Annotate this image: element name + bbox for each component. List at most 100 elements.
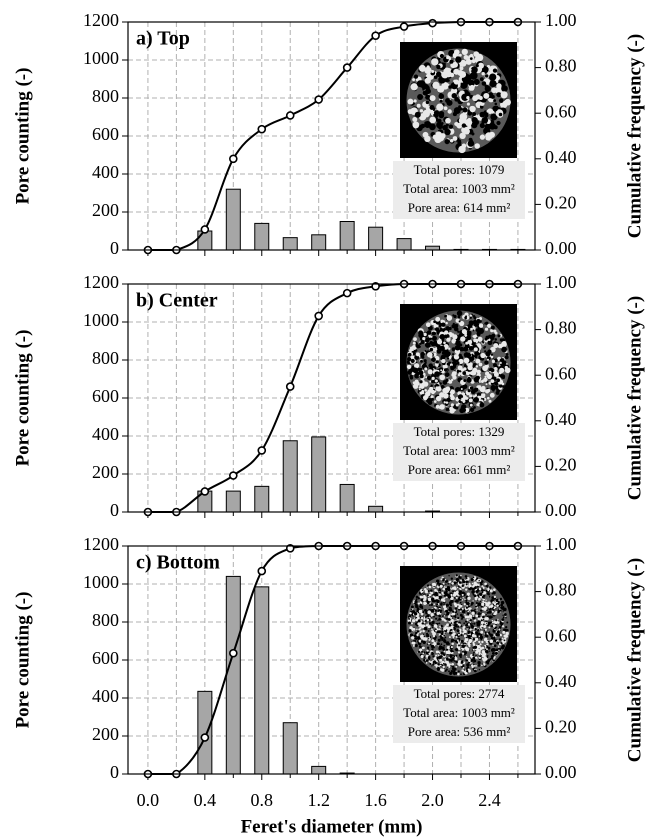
inset-pore bbox=[438, 639, 441, 642]
inset-pore bbox=[479, 323, 484, 328]
inset-pore bbox=[417, 630, 419, 632]
inset-pore bbox=[485, 328, 488, 331]
inset-pore bbox=[421, 637, 424, 640]
inset-pore bbox=[431, 639, 434, 642]
inset-pore bbox=[461, 640, 464, 643]
inset-pore bbox=[439, 588, 440, 589]
inset-pore bbox=[424, 389, 427, 392]
inset-pore bbox=[491, 354, 493, 356]
inset-pore bbox=[463, 367, 466, 370]
inset-pore bbox=[423, 602, 426, 605]
inset-pore bbox=[452, 314, 454, 316]
inset-pore bbox=[478, 598, 481, 601]
inset-pore bbox=[466, 578, 468, 580]
inset-pore bbox=[478, 616, 480, 618]
inset-pore bbox=[480, 583, 483, 586]
inset-pore bbox=[462, 653, 464, 655]
bar bbox=[226, 491, 240, 512]
inset-pore bbox=[472, 623, 473, 624]
inset-pore bbox=[479, 403, 484, 408]
inset-pore bbox=[426, 322, 431, 327]
inset-pore bbox=[450, 604, 452, 606]
inset-pore bbox=[465, 616, 468, 619]
inset-pore bbox=[506, 353, 509, 356]
inset-pore bbox=[423, 657, 424, 658]
inset-pore bbox=[498, 646, 499, 647]
inset-pore bbox=[438, 630, 441, 633]
inset-pore bbox=[487, 397, 490, 400]
inset-pore bbox=[416, 634, 418, 636]
inset-pore bbox=[427, 376, 431, 380]
inset-pore bbox=[479, 655, 481, 657]
inset-pore bbox=[491, 355, 494, 358]
inset-pore bbox=[418, 620, 421, 623]
inset-pore bbox=[470, 619, 472, 621]
inset-pore bbox=[415, 603, 418, 606]
inset-pore bbox=[485, 132, 493, 140]
annotation: Total pores: 1079 bbox=[414, 162, 505, 177]
inset-pore bbox=[439, 334, 445, 340]
inset-pore bbox=[492, 611, 494, 613]
inset-pore bbox=[503, 361, 507, 365]
inset-pore bbox=[436, 65, 440, 69]
inset-pore bbox=[450, 617, 452, 619]
y-tick-label: 400 bbox=[92, 162, 119, 182]
inset-pore bbox=[451, 619, 454, 622]
inset-pore bbox=[480, 636, 484, 640]
inset-pore bbox=[446, 651, 449, 654]
inset-pore bbox=[425, 617, 427, 619]
inset-pore bbox=[476, 64, 479, 67]
inset-pore bbox=[441, 323, 445, 327]
inset-pore bbox=[493, 655, 494, 656]
inset-pore bbox=[470, 628, 472, 630]
inset-pore bbox=[456, 574, 458, 576]
inset-pore bbox=[504, 99, 511, 106]
inset-pore bbox=[499, 368, 504, 373]
inset-pore bbox=[503, 616, 505, 618]
inset-pore bbox=[461, 618, 463, 620]
inset-pore bbox=[452, 375, 456, 379]
inset-pore bbox=[493, 330, 496, 333]
inset-pore bbox=[506, 622, 508, 624]
inset-pore bbox=[441, 625, 443, 627]
inset-pore bbox=[494, 634, 495, 635]
inset-pore bbox=[467, 316, 470, 319]
inset-pore bbox=[502, 625, 504, 627]
inset-pore bbox=[438, 656, 441, 659]
inset-pore bbox=[468, 635, 471, 638]
y2-tick-label: 0.20 bbox=[545, 193, 577, 213]
inset-pore bbox=[459, 54, 462, 57]
inset-pore bbox=[448, 643, 450, 645]
inset-pore bbox=[484, 583, 487, 586]
inset-pore bbox=[457, 617, 459, 619]
inset-pore bbox=[480, 634, 482, 636]
inset-pore bbox=[492, 645, 493, 646]
inset-pore bbox=[448, 615, 451, 618]
inset-pore bbox=[432, 583, 436, 587]
inset-pore bbox=[468, 602, 469, 603]
inset-pore bbox=[424, 609, 427, 612]
inset-pore bbox=[501, 601, 504, 604]
inset-pore bbox=[484, 632, 486, 634]
inset-pore bbox=[475, 665, 477, 667]
inset-pore bbox=[412, 121, 419, 128]
inset-pore bbox=[466, 583, 468, 585]
inset-pore bbox=[487, 615, 488, 616]
inset-pore bbox=[494, 644, 497, 647]
inset-pore bbox=[448, 109, 452, 113]
inset-pore bbox=[444, 591, 447, 594]
inset-pore bbox=[437, 659, 438, 660]
inset-pore bbox=[447, 79, 450, 82]
inset-pore bbox=[436, 596, 439, 599]
annotation: Total area: 1003 mm² bbox=[403, 181, 515, 196]
y2-tick-label: 0.80 bbox=[545, 56, 577, 76]
inset-pore bbox=[492, 360, 495, 363]
inset-pore bbox=[494, 338, 497, 341]
inset-pore bbox=[439, 592, 440, 593]
inset-pore bbox=[479, 588, 481, 590]
bar bbox=[226, 189, 240, 250]
inset-pore bbox=[421, 352, 425, 356]
inset-pore bbox=[455, 624, 458, 627]
inset-pore bbox=[480, 601, 481, 602]
inset-pore bbox=[505, 355, 509, 359]
